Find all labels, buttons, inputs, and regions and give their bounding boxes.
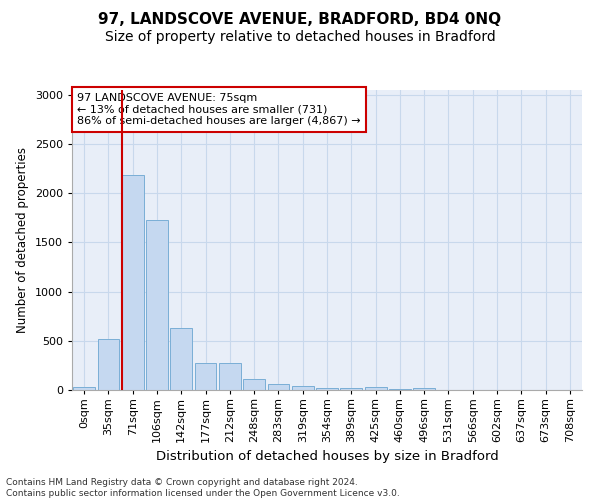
Bar bbox=[292, 386, 314, 390]
Text: Size of property relative to detached houses in Bradford: Size of property relative to detached ho… bbox=[104, 30, 496, 44]
Y-axis label: Number of detached properties: Number of detached properties bbox=[16, 147, 29, 333]
Bar bbox=[194, 364, 217, 390]
Bar bbox=[146, 220, 168, 390]
Bar bbox=[97, 339, 119, 390]
Bar bbox=[316, 388, 338, 390]
Bar bbox=[389, 389, 411, 390]
Bar bbox=[413, 388, 435, 390]
Bar bbox=[243, 378, 265, 390]
Text: Contains HM Land Registry data © Crown copyright and database right 2024.
Contai: Contains HM Land Registry data © Crown c… bbox=[6, 478, 400, 498]
Bar bbox=[365, 387, 386, 390]
X-axis label: Distribution of detached houses by size in Bradford: Distribution of detached houses by size … bbox=[155, 450, 499, 464]
Bar bbox=[73, 387, 95, 390]
Bar bbox=[340, 388, 362, 390]
Bar bbox=[170, 328, 192, 390]
Bar bbox=[219, 364, 241, 390]
Bar bbox=[268, 384, 289, 390]
Text: 97 LANDSCOVE AVENUE: 75sqm
← 13% of detached houses are smaller (731)
86% of sem: 97 LANDSCOVE AVENUE: 75sqm ← 13% of deta… bbox=[77, 93, 361, 126]
Text: 97, LANDSCOVE AVENUE, BRADFORD, BD4 0NQ: 97, LANDSCOVE AVENUE, BRADFORD, BD4 0NQ bbox=[98, 12, 502, 28]
Bar bbox=[122, 175, 143, 390]
